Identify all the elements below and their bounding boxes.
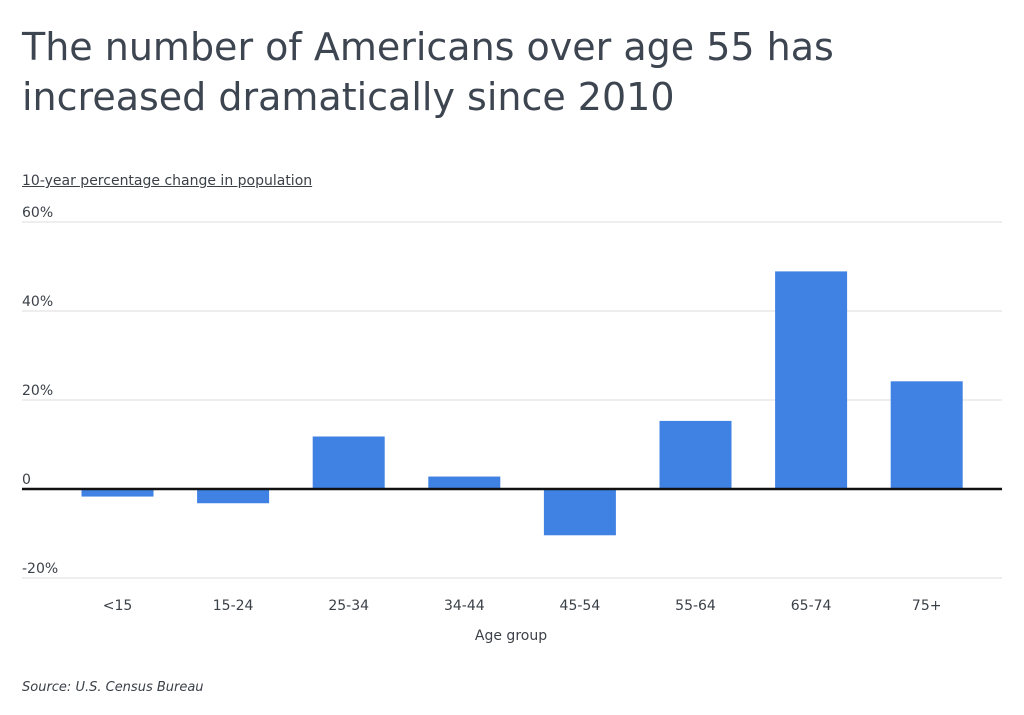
y-tick-label: -20% [22, 561, 58, 577]
x-tick-label: 15-24 [213, 598, 254, 614]
x-tick-label: 55-64 [675, 598, 716, 614]
y-tick-label: 60% [22, 205, 53, 221]
bar [428, 476, 501, 489]
x-tick-label: 34-44 [444, 598, 485, 614]
source-note: Source: U.S. Census Bureau [22, 680, 204, 695]
x-tick-label: 25-34 [328, 598, 369, 614]
x-tick-label: 45-54 [560, 598, 601, 614]
bar [312, 436, 385, 489]
x-tick-label: 75+ [912, 598, 942, 614]
chart-title: The number of Americans over age 55 has … [22, 25, 834, 119]
x-axis-label: Age group [475, 628, 547, 644]
bar [775, 271, 848, 489]
y-tick-label: 0 [22, 472, 31, 488]
y-tick-label: 20% [22, 383, 53, 399]
bar [197, 489, 270, 504]
bar [890, 381, 963, 489]
bars [81, 271, 963, 536]
gridlines [22, 221, 1002, 579]
y-tick-label: 40% [22, 294, 53, 310]
x-tick-label: <15 [103, 598, 133, 614]
x-tick-label: 65-74 [791, 598, 832, 614]
x-axis-ticks: <15 15-24 25-34 34-44 45-54 55-64 65-74 75+ [103, 598, 942, 614]
chart-subtitle: 10-year percentage change in population [22, 173, 313, 189]
bar [81, 489, 154, 497]
y-axis-ticks: -20% 0 20% 40% 60% [22, 205, 58, 577]
bar [543, 489, 616, 536]
bar [659, 420, 732, 489]
